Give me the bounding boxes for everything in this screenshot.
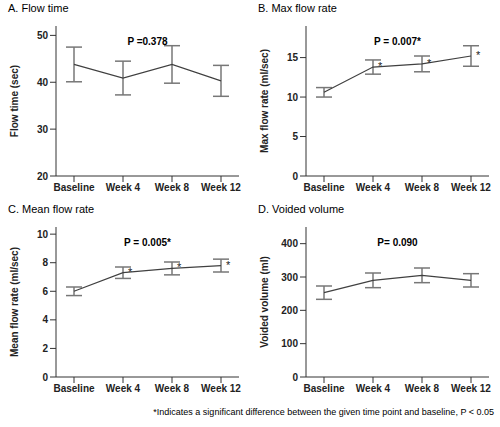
svg-text:10: 10 bbox=[287, 92, 299, 103]
svg-text:8: 8 bbox=[42, 257, 48, 268]
svg-text:4: 4 bbox=[42, 314, 48, 325]
svg-text:Week 8: Week 8 bbox=[155, 383, 190, 394]
svg-text:200: 200 bbox=[281, 305, 298, 316]
svg-text:Week 12: Week 12 bbox=[451, 383, 491, 394]
svg-text:50: 50 bbox=[37, 30, 49, 41]
svg-text:Week 8: Week 8 bbox=[405, 383, 440, 394]
html-text:B. Max flow rate: B. Max flow rate bbox=[258, 2, 337, 14]
svg-text:10: 10 bbox=[37, 229, 49, 240]
html-text:C. Mean flow rate: C. Mean flow rate bbox=[8, 203, 95, 215]
svg-text:0: 0 bbox=[42, 372, 48, 383]
html-text:A. Flow time: A. Flow time bbox=[8, 2, 69, 14]
svg-text:*: * bbox=[226, 259, 231, 271]
svg-text:*: * bbox=[128, 266, 133, 278]
svg-text:0: 0 bbox=[292, 171, 298, 182]
svg-text:Flow time (sec): Flow time (sec) bbox=[9, 65, 20, 137]
svg-text:400: 400 bbox=[281, 238, 298, 249]
svg-text:*: * bbox=[177, 261, 182, 273]
svg-text:5: 5 bbox=[292, 131, 298, 142]
svg-text:*: * bbox=[378, 60, 383, 72]
svg-text:*: * bbox=[476, 49, 481, 61]
svg-text:Week 4: Week 4 bbox=[356, 182, 391, 193]
svg-text:Baseline: Baseline bbox=[303, 182, 345, 193]
svg-text:Max flow rate (ml/sec): Max flow rate (ml/sec) bbox=[259, 49, 270, 153]
svg-text:30: 30 bbox=[37, 124, 49, 135]
html-text:P =0.378: P =0.378 bbox=[127, 36, 168, 47]
svg-text:Week 4: Week 4 bbox=[106, 383, 141, 394]
svg-text:Mean flow rate (ml/sec): Mean flow rate (ml/sec) bbox=[9, 247, 20, 357]
svg-text:100: 100 bbox=[281, 338, 298, 349]
svg-text:Week 8: Week 8 bbox=[155, 182, 190, 193]
svg-text:15: 15 bbox=[287, 52, 299, 63]
svg-text:Week 12: Week 12 bbox=[201, 383, 241, 394]
html-text:P = 0.007*: P = 0.007* bbox=[374, 36, 421, 47]
svg-text:40: 40 bbox=[37, 77, 49, 88]
html-text:D. Voided volume: D. Voided volume bbox=[258, 203, 345, 215]
svg-text:Week 8: Week 8 bbox=[405, 182, 440, 193]
html-text:*Indicates a significant diffe: *Indicates a significant difference betw… bbox=[153, 407, 494, 417]
svg-text:Week 12: Week 12 bbox=[201, 182, 241, 193]
svg-text:6: 6 bbox=[42, 286, 48, 297]
html-text:P = 0.005*: P = 0.005* bbox=[124, 237, 171, 248]
svg-text:2: 2 bbox=[42, 343, 48, 354]
svg-text:Week 4: Week 4 bbox=[356, 383, 391, 394]
svg-text:20: 20 bbox=[37, 171, 49, 182]
svg-text:Baseline: Baseline bbox=[303, 383, 345, 394]
svg-text:*: * bbox=[427, 57, 432, 69]
svg-text:Voided volume (ml): Voided volume (ml) bbox=[259, 256, 270, 348]
svg-text:Baseline: Baseline bbox=[53, 182, 95, 193]
svg-text:300: 300 bbox=[281, 272, 298, 283]
svg-text:Baseline: Baseline bbox=[53, 383, 95, 394]
svg-text:Week 4: Week 4 bbox=[106, 182, 141, 193]
html-text:P= 0.090: P= 0.090 bbox=[377, 237, 418, 248]
svg-text:0: 0 bbox=[292, 372, 298, 383]
svg-text:Week 12: Week 12 bbox=[451, 182, 491, 193]
